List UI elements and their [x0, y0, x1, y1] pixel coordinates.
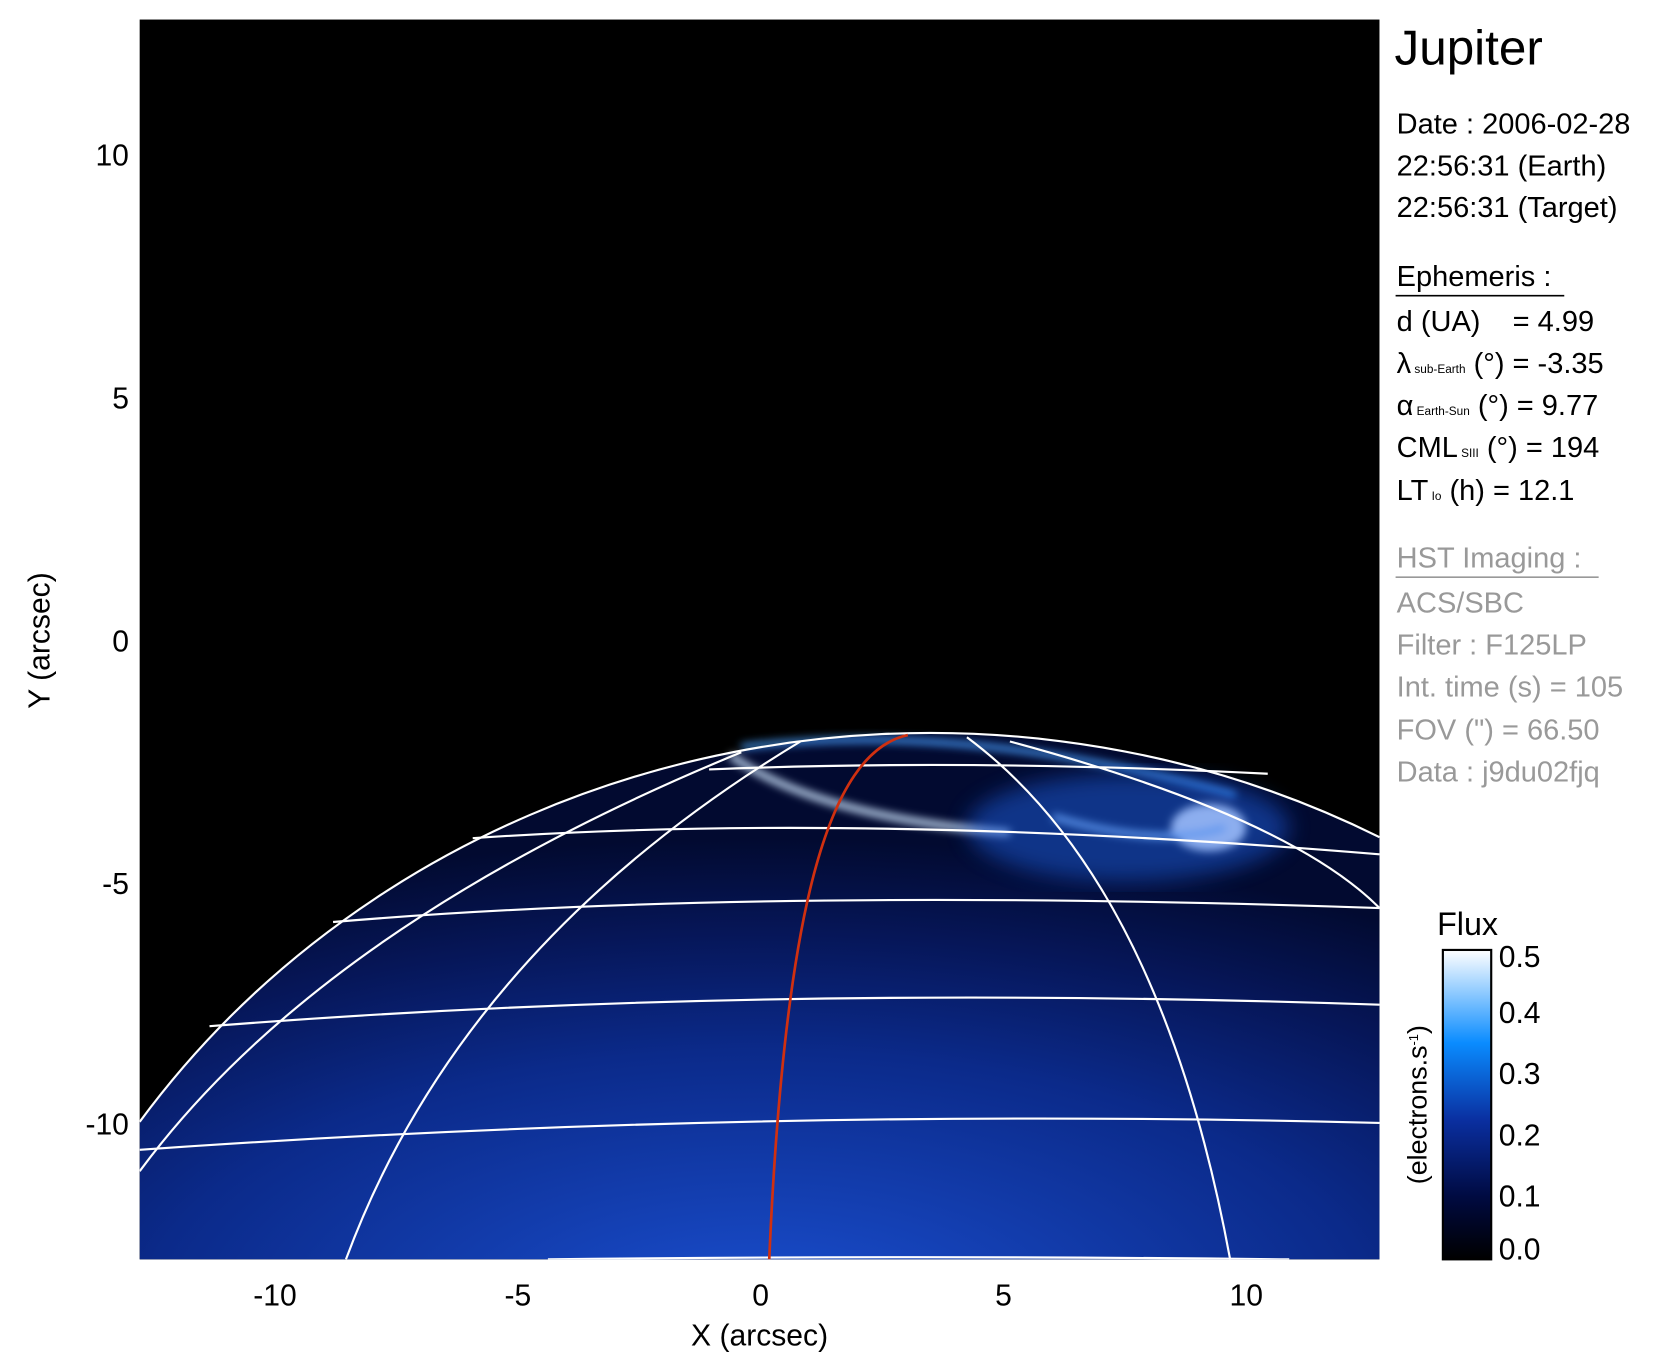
- x-tick-label: -10: [253, 1280, 296, 1313]
- planet-limb: [139, 731, 1380, 1123]
- y-tick-label: 0: [112, 625, 129, 658]
- x-axis-label: X (arcsec): [691, 1319, 828, 1352]
- time-target: 22:56:31 (Target): [1397, 192, 1618, 224]
- x-tick-label: 0: [752, 1280, 769, 1313]
- y-axis: 10 5 0 -5 -10 Y (arcsec): [23, 140, 129, 1142]
- colorbar-tick-label: 0.3: [1499, 1058, 1541, 1091]
- latitude-line: [472, 826, 1380, 856]
- colorbar-tick-label: 0.4: [1499, 997, 1541, 1030]
- latitude-line: [209, 996, 1380, 1028]
- integration-time: Int. time (s) = 105: [1397, 671, 1623, 703]
- meridian-line: [139, 751, 742, 1172]
- io-local-time: LT Io (h) = 12.1: [1397, 475, 1575, 507]
- meridian-line: [1009, 740, 1380, 909]
- distance: d (UA) = 4.99: [1397, 306, 1594, 338]
- colorbar-tick-label: 0.5: [1499, 941, 1541, 974]
- colorbar: Flux 0.0 0.1 0.2 0.3 0.4 0.5 (electrons.…: [1403, 906, 1541, 1266]
- image-plot: [139, 19, 1380, 1260]
- coordinate-grid: [139, 731, 1380, 1260]
- instrument: ACS/SBC: [1397, 588, 1524, 620]
- phase-angle: α Earth-Sun (°) = 9.77: [1397, 390, 1599, 422]
- colorbar-unit-label: (electrons.s-1): [1403, 1025, 1433, 1184]
- latitude-line: [139, 1117, 1380, 1151]
- time-earth: 22:56:31 (Earth): [1397, 150, 1607, 182]
- central-meridian: [767, 733, 909, 1260]
- y-tick-label: 10: [95, 140, 128, 173]
- meridian-line: [344, 740, 801, 1260]
- y-tick-label: 5: [112, 382, 129, 415]
- latitude-line: [709, 763, 1268, 775]
- central-meridian-longitude: CML SIII (°) = 194: [1397, 432, 1600, 464]
- x-tick-label: -5: [504, 1280, 531, 1313]
- y-tick-label: -10: [85, 1109, 128, 1142]
- ephemeris-header: Ephemeris :: [1397, 261, 1552, 293]
- target-name: Jupiter: [1395, 21, 1543, 76]
- info-panel: Jupiter Date : 2006-02-28 22:56:31 (Eart…: [1395, 21, 1631, 789]
- data-id: Data : j9du02fjq: [1397, 756, 1600, 788]
- colorbar-tick-label: 0.0: [1499, 1233, 1541, 1266]
- x-axis: -10 -5 0 5 10 X (arcsec): [253, 1280, 1263, 1353]
- colorbar-title: Flux: [1437, 906, 1498, 942]
- aurora-glow: [966, 773, 1290, 882]
- sub-earth-latitude: λ sub-Earth (°) = -3.35: [1397, 348, 1604, 380]
- meridian-line: [966, 736, 1232, 1260]
- latitude-line: [332, 898, 1380, 924]
- colorbar-tick-label: 0.2: [1499, 1119, 1541, 1152]
- filter: Filter : F125LP: [1397, 629, 1587, 661]
- colorbar-tick-label: 0.1: [1499, 1181, 1541, 1214]
- x-tick-label: 10: [1230, 1280, 1263, 1313]
- latitude-line: [547, 1256, 1290, 1260]
- hst-header: HST Imaging :: [1397, 542, 1582, 574]
- y-tick-label: -5: [102, 868, 129, 901]
- date: Date : 2006-02-28: [1397, 108, 1631, 140]
- x-tick-label: 5: [995, 1280, 1012, 1313]
- y-axis-label: Y (arcsec): [23, 572, 56, 709]
- field-of-view: FOV (") = 66.50: [1397, 714, 1600, 746]
- colorbar-gradient: [1441, 948, 1493, 1261]
